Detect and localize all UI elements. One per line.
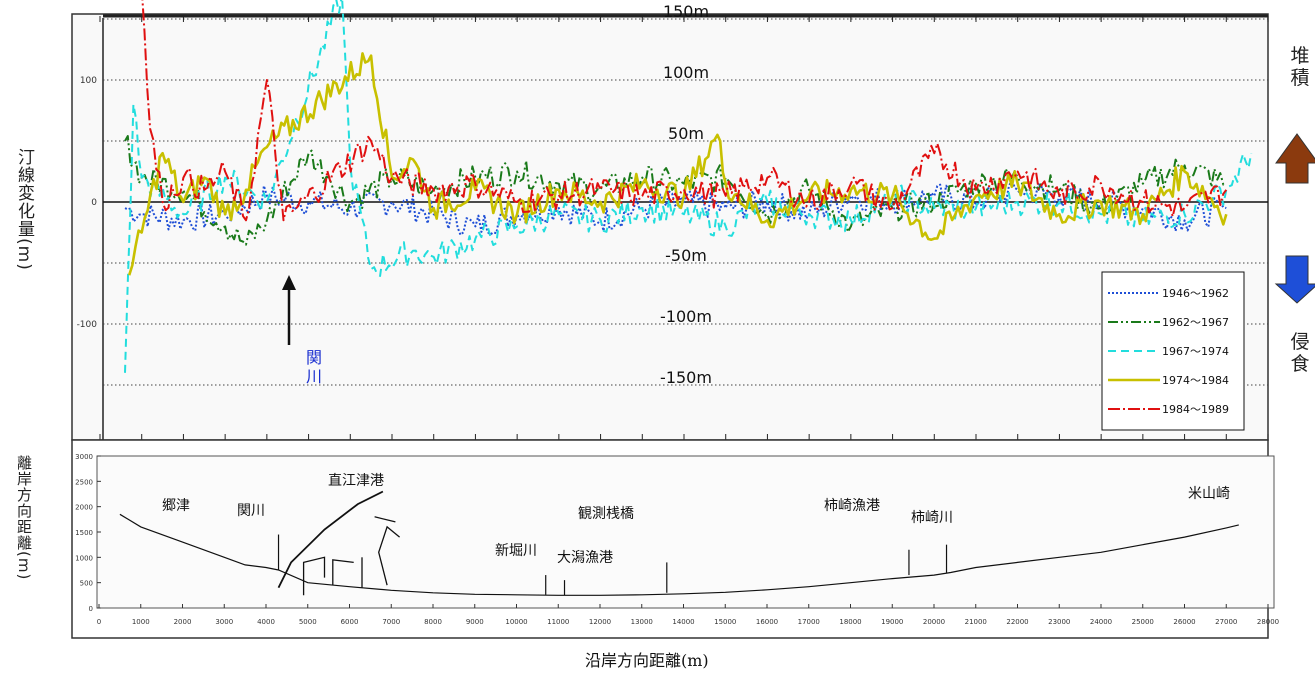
accretion-label-2: 積 — [1290, 67, 1309, 89]
y-tick-label: 2000 — [75, 504, 93, 512]
gridline-label: -150m — [660, 368, 712, 387]
x-tick-label: 2000 — [174, 618, 192, 626]
x-tick-label: 26000 — [1173, 618, 1195, 626]
erosion-label-2: 食 — [1290, 353, 1309, 375]
x-tick-label: 17000 — [798, 618, 820, 626]
lower-xlabel: 沿岸方向距離(m) — [585, 651, 709, 670]
x-tick-label: 1000 — [132, 618, 150, 626]
gridline-label: -100m — [660, 307, 712, 326]
x-tick-label: 21000 — [965, 618, 987, 626]
gridline-label: 50m — [668, 124, 704, 143]
annotation-char-2: 川 — [306, 367, 322, 386]
place-label: 新堀川 — [495, 543, 537, 559]
x-tick-label: 10000 — [505, 618, 527, 626]
place-label: 郷津 — [162, 498, 190, 514]
place-label: 大潟漁港 — [557, 550, 613, 566]
legend-label: 1946〜1962 — [1162, 287, 1229, 300]
lower-coastline — [119, 490, 1239, 596]
coastline — [119, 513, 1239, 596]
x-tick-label: 11000 — [547, 618, 569, 626]
port-structure — [332, 559, 354, 586]
x-tick-label: 23000 — [1048, 618, 1070, 626]
place-label: 米山崎 — [1188, 486, 1230, 502]
y-tick-label: 500 — [80, 580, 93, 588]
legend-label: 1967〜1974 — [1162, 345, 1229, 358]
y-tick-label: 1500 — [75, 529, 93, 537]
annotation-char-1: 関 — [306, 348, 322, 367]
lower-structures — [277, 516, 948, 596]
erosion-indicator: 侵 食 — [1274, 255, 1315, 375]
upper-series-group — [124, 0, 1253, 373]
gridline-label: 150m — [663, 2, 709, 21]
place-label: 観測桟橋 — [578, 505, 634, 522]
x-tick-label: 7000 — [382, 618, 400, 626]
x-tick-label: 28000 — [1257, 618, 1279, 626]
annotation-arrow-icon — [282, 275, 296, 290]
y-tick-label: 1000 — [75, 554, 93, 562]
x-tick-label: 6000 — [341, 618, 359, 626]
upper-gridlines: 150m 100m 50m -50m -100m -150m — [103, 2, 1268, 387]
down-arrow-icon — [1274, 255, 1315, 304]
place-label: 柿崎漁港 — [824, 497, 880, 514]
port-breakwater — [277, 490, 384, 589]
up-arrow-icon — [1275, 133, 1315, 184]
legend: 1946〜1962 1962〜1967 1967〜1974 1974〜1984 1984… — [1101, 271, 1245, 431]
upper-ticks: 100 0 -100 — [77, 16, 1269, 440]
erosion-label-1: 侵 — [1290, 331, 1309, 353]
tick-label: -100 — [77, 320, 98, 330]
x-tick-label: 15000 — [714, 618, 736, 626]
lower-ylabel: 離岸方向距離(m) — [15, 455, 33, 581]
x-tick-label: 18000 — [839, 618, 861, 626]
x-tick-label: 12000 — [589, 618, 611, 626]
sekigawa-annotation: 関 川 — [282, 275, 322, 386]
x-tick-label: 4000 — [257, 618, 275, 626]
place-label: 柿崎川 — [911, 509, 953, 526]
x-tick-label: 22000 — [1006, 618, 1028, 626]
upper-ylabel: 汀線変化量(m) — [14, 148, 34, 271]
lower-inner-frame — [96, 455, 1275, 609]
legend-label: 1974〜1984 — [1162, 374, 1229, 387]
legend-label: 1962〜1967 — [1162, 316, 1229, 329]
x-tick-label: 27000 — [1215, 618, 1237, 626]
gridline-label: 100m — [663, 63, 709, 82]
port-structure — [374, 516, 396, 523]
x-tick-label: 24000 — [1090, 618, 1112, 626]
y-tick-label: 2500 — [75, 478, 93, 486]
x-tick-label: 14000 — [672, 618, 694, 626]
port-structure — [302, 556, 326, 596]
accretion-label-1: 堆 — [1290, 45, 1309, 67]
accretion-indicator: 堆 積 — [1275, 45, 1315, 184]
tick-label: 0 — [91, 198, 97, 208]
x-tick-label: 0 — [97, 618, 101, 626]
x-tick-label: 3000 — [215, 618, 233, 626]
x-tick-label: 25000 — [1132, 618, 1154, 626]
port-structure — [378, 525, 401, 586]
x-tick-label: 13000 — [631, 618, 653, 626]
upper-plot-frame — [71, 13, 1269, 441]
x-tick-label: 5000 — [299, 618, 317, 626]
tick-label: 100 — [80, 76, 97, 86]
gridline-label: -50m — [665, 246, 707, 265]
x-tick-label: 8000 — [424, 618, 442, 626]
place-label: 直江津港 — [328, 472, 384, 489]
y-tick-label: 0 — [89, 605, 93, 613]
x-tick-label: 16000 — [756, 618, 778, 626]
y-tick-label: 3000 — [75, 453, 93, 461]
series-line — [141, 0, 1228, 222]
place-label: 関川 — [237, 503, 265, 519]
x-tick-label: 9000 — [466, 618, 484, 626]
x-tick-label: 19000 — [881, 618, 903, 626]
series-line — [124, 178, 1227, 236]
legend-label: 1984〜1989 — [1162, 403, 1229, 416]
x-tick-label: 20000 — [923, 618, 945, 626]
